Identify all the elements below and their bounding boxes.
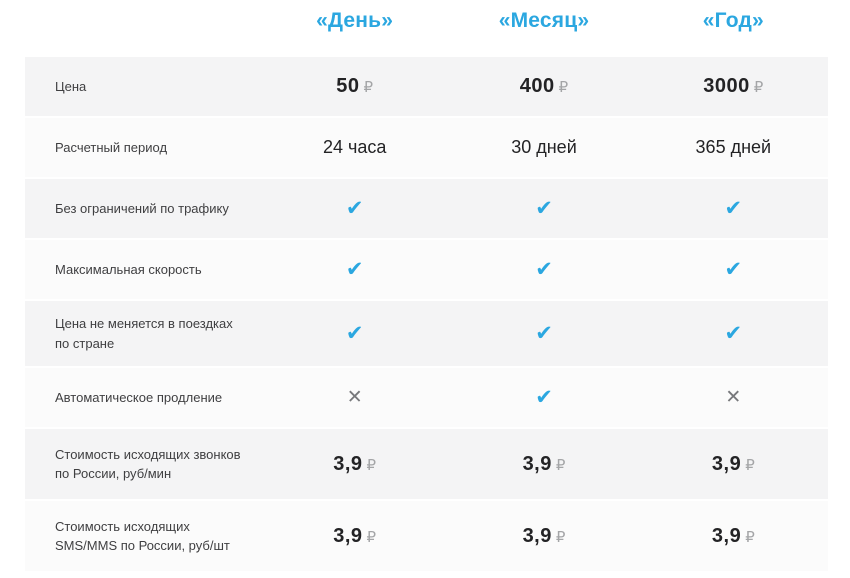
ruble-sign: ₽ [366,456,377,474]
cell-day: 3,9 ₽ [260,525,449,548]
price-value: 3,9 [333,524,363,547]
cell-year: ✔ [639,259,828,281]
table-row-6: Стоимость исходящих звонков по России, р… [25,429,828,499]
text-value: 24 часа [322,137,387,157]
table-row-2: Без ограничений по трафику ✔ ✔ ✔ [25,179,828,238]
ruble-sign: ₽ [555,528,566,546]
check-icon: ✔ [724,257,743,281]
cell-year: 3,9 ₽ [639,525,828,548]
plan-header-day[interactable]: «День» [316,9,394,32]
ruble-sign: ₽ [745,528,755,546]
check-icon: ✔ [345,196,364,220]
row-label: Стоимость исходящих звонков по России, р… [55,446,241,482]
row-label: Расчетный период [55,139,168,155]
price-value: 400 [519,75,555,97]
plan-header-year[interactable]: «Год» [702,9,764,32]
ruble-sign: ₽ [555,456,566,474]
ruble-sign: ₽ [363,79,374,96]
header-spacer [25,9,260,57]
cell-year: ✔ [639,323,828,345]
table-row-5: Автоматическое продление ✕ ✔ ✕ [25,368,828,427]
cell-day: 24 часа [260,137,449,158]
check-icon: ✔ [724,321,743,345]
cell-month: ✔ [449,198,638,220]
check-icon: ✔ [535,321,553,345]
text-value: 30 дней [511,137,577,157]
cross-icon: ✕ [725,386,742,408]
check-icon: ✔ [345,321,364,345]
check-icon: ✔ [345,257,364,281]
ruble-sign: ₽ [558,79,569,96]
price-value: 3,9 [522,524,552,547]
ruble-sign: ₽ [745,456,755,474]
cell-year: 3000 ₽ [639,75,828,98]
price-value: 3,9 [711,452,742,475]
table-row-4: Цена не меняется в поездках по стране ✔ … [25,301,828,366]
table-row-0: Цена 50 ₽ 400 ₽ 3000 ₽ [25,57,828,116]
price-value: 3,9 [522,452,552,475]
text-value: 365 дней [695,137,772,157]
ruble-sign: ₽ [366,528,377,546]
plan-header-month[interactable]: «Месяц» [498,9,590,32]
table-row-1: Расчетный период 24 часа 30 дней 365 дне… [25,118,828,177]
cell-year: 365 дней [639,137,828,158]
check-icon: ✔ [535,385,553,409]
cell-month: 400 ₽ [449,75,638,98]
price-value: 3,9 [333,452,363,475]
check-icon: ✔ [535,196,553,220]
cell-day: ✔ [260,323,449,345]
row-label: Автоматическое продление [55,389,223,405]
cell-month: 30 дней [449,137,638,158]
cell-month: ✔ [449,259,638,281]
row-label: Стоимость исходящих SMS/MMS по России, р… [55,518,230,554]
check-icon: ✔ [535,257,553,281]
cell-month: ✔ [449,387,638,409]
cell-day: ✔ [260,259,449,281]
plan-header-row: «День» «Месяц» «Год» [25,0,828,57]
comparison-table: Цена 50 ₽ 400 ₽ 3000 ₽ Расчетный период 24 … [25,57,828,571]
row-label: Без ограничений по трафику [55,200,229,216]
price-value: 3000 [703,75,750,97]
cell-month: 3,9 ₽ [449,453,638,476]
table-row-7: Стоимость исходящих SMS/MMS по России, р… [25,501,828,571]
cell-day: ✕ [260,388,449,408]
cell-year: ✕ [639,388,828,408]
cell-month: 3,9 ₽ [449,525,638,548]
price-value: 3,9 [711,524,742,547]
cell-day: ✔ [260,198,449,220]
row-label: Цена [55,78,87,94]
row-label: Цена не меняется в поездках по стране [55,316,233,351]
cell-day: 3,9 ₽ [260,453,449,476]
ruble-sign: ₽ [753,79,764,96]
check-icon: ✔ [724,196,743,220]
cross-icon: ✕ [346,386,363,408]
cell-year: ✔ [639,198,828,220]
row-label: Максимальная скорость [55,261,202,277]
cell-year: 3,9 ₽ [639,453,828,476]
table-row-3: Максимальная скорость ✔ ✔ ✔ [25,240,828,299]
cell-day: 50 ₽ [260,75,449,98]
cell-month: ✔ [449,323,638,345]
price-value: 50 [336,75,360,97]
